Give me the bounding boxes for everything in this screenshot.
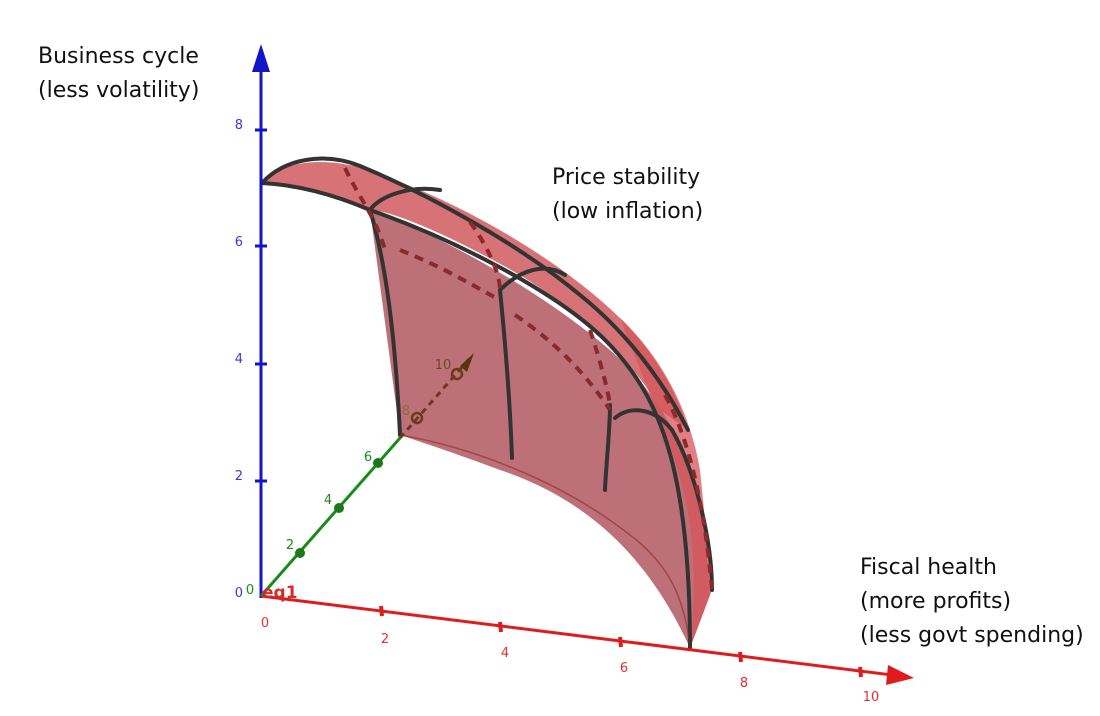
horizontal-axis: 0 2 4 6 8 10 bbox=[260, 594, 914, 705]
depth-tick-label-6: 6 bbox=[364, 450, 372, 465]
depth-tick-label-2: 2 bbox=[286, 538, 294, 553]
depth-axis-hidden-line bbox=[398, 357, 472, 439]
horizontal-axis-title-line-2: (more profits) bbox=[860, 589, 1012, 614]
depth-zero-label: 0 bbox=[246, 583, 254, 598]
horizontal-tick-mark-10 bbox=[858, 666, 863, 678]
depth-tick-dot-4 bbox=[334, 503, 344, 513]
horizontal-axis-title-line-3: (less govt spending) bbox=[860, 623, 1084, 648]
surface-arc-2 bbox=[498, 266, 567, 292]
vertical-axis-title-line-2: (less volatility) bbox=[38, 78, 200, 103]
surface-front-wall bbox=[370, 210, 710, 648]
depth-tick-dot-10 bbox=[450, 367, 464, 381]
horizontal-tick-label-8: 8 bbox=[740, 676, 748, 691]
surface-hidden-edge-1 bbox=[343, 167, 387, 251]
vertical-zero-label: 0 bbox=[235, 586, 243, 601]
horizontal-tick-label-10: 10 bbox=[863, 690, 880, 705]
depth-axis-title-line-1: Price stability bbox=[552, 165, 701, 190]
surface-hidden-edge-4 bbox=[663, 394, 714, 591]
surface-arc-3 bbox=[613, 408, 674, 432]
depth-tick-dot-2 bbox=[295, 548, 305, 558]
horizontal-axis-tick-marks bbox=[379, 605, 863, 678]
vertical-axis-arrowhead bbox=[252, 44, 270, 72]
vertical-tick-label-8: 8 bbox=[235, 118, 243, 133]
horizontal-tick-mark-8 bbox=[738, 651, 743, 663]
vertical-axis-title-line-1: Business cycle bbox=[38, 44, 199, 69]
depth-tick-dot-8 bbox=[410, 411, 424, 425]
vertical-tick-label-2: 2 bbox=[235, 469, 243, 484]
horizontal-tick-label-6: 6 bbox=[620, 661, 628, 676]
horizontal-tick-label-4: 4 bbox=[501, 646, 509, 661]
vertical-tick-label-4: 4 bbox=[235, 352, 243, 367]
surface-edge-right-vertical bbox=[603, 403, 612, 492]
surface-arc-1 bbox=[368, 186, 442, 212]
depth-tick-dot-6 bbox=[373, 458, 383, 468]
surface-eq1 bbox=[260, 156, 714, 650]
depth-axis: 2 4 6 8 10 0 bbox=[246, 353, 474, 598]
depth-axis-title-line-2: (low inflation) bbox=[552, 199, 704, 224]
vertical-axis-title: Business cycle (less volatility) bbox=[38, 40, 199, 108]
horizontal-tick-mark-2 bbox=[379, 605, 384, 617]
surface-edge-top-back bbox=[260, 156, 690, 432]
surface-hidden-edge-6 bbox=[513, 313, 612, 412]
depth-tick-label-10: 10 bbox=[435, 358, 452, 373]
horizontal-axis-line bbox=[260, 594, 893, 677]
surface-base-curve bbox=[399, 434, 691, 649]
depth-axis-title: Price stability (low inflation) bbox=[552, 161, 703, 229]
surface-hidden-edge-3 bbox=[588, 329, 612, 406]
horizontal-tick-mark-6 bbox=[618, 636, 623, 648]
horizontal-tick-mark-4 bbox=[498, 621, 503, 633]
horizontal-tick-label-2: 2 bbox=[381, 632, 389, 647]
vertical-axis-tick-marks bbox=[255, 128, 267, 483]
depth-axis-arrowhead bbox=[460, 353, 474, 372]
surface-edge-top-front bbox=[260, 181, 692, 650]
horizontal-axis-title-line-1: Fiscal health bbox=[860, 555, 997, 580]
surface-edge-mid-vertical bbox=[498, 288, 514, 460]
depth-axis-tick-dots bbox=[295, 367, 464, 558]
horizontal-tick-label-0: 0 bbox=[261, 616, 269, 631]
vertical-tick-label-6: 6 bbox=[235, 235, 243, 250]
surface-hidden-edge-2 bbox=[468, 220, 502, 291]
surface-hidden-edge-5 bbox=[399, 248, 501, 302]
depth-tick-label-4: 4 bbox=[324, 493, 332, 508]
horizontal-axis-arrowhead bbox=[886, 665, 914, 685]
horizontal-axis-title: Fiscal health (more profits) (less govt … bbox=[860, 551, 1084, 653]
surface-name-label: eq1 bbox=[262, 583, 298, 603]
depth-tick-label-8: 8 bbox=[402, 404, 410, 419]
vertical-axis: 2 4 6 8 0 bbox=[235, 44, 270, 601]
surface-edge-left-vertical bbox=[368, 208, 402, 437]
